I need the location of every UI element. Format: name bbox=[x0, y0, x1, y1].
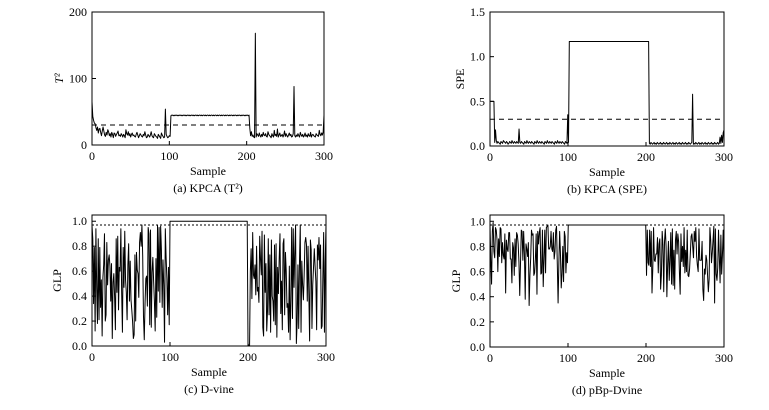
data-series-line bbox=[490, 40, 725, 145]
x-tick-label: 200 bbox=[239, 350, 257, 364]
chart-panel-2: 0 100 200 300 0.0 0.5 1.0 1.5 Sample SPE (b) KPCA … bbox=[453, 5, 733, 196]
x-tick-label: 300 bbox=[315, 149, 333, 163]
x-tick-label: 100 bbox=[161, 350, 179, 364]
x-tick-label: 200 bbox=[637, 351, 655, 365]
x-tick-label: 0 bbox=[487, 150, 493, 164]
x-axis-label: Sample bbox=[589, 366, 625, 380]
plot-frame bbox=[91, 214, 327, 347]
x-tick-label: 100 bbox=[559, 150, 577, 164]
y-tick-label: 0.6 bbox=[72, 264, 87, 278]
y-tick-label: 0 bbox=[81, 138, 87, 152]
y-tick-label: 0.4 bbox=[72, 289, 87, 303]
panel-caption: (a) KPCA (T²) bbox=[173, 181, 243, 195]
y-axis-label: GLP bbox=[449, 269, 463, 292]
y-tick-label: 100 bbox=[69, 72, 87, 86]
y-tick-label: 1.5 bbox=[470, 5, 485, 19]
x-tick-label: 200 bbox=[637, 150, 655, 164]
y-tick-label: 0.0 bbox=[72, 339, 87, 353]
x-tick-label: 0 bbox=[89, 350, 95, 364]
x-tick-label: 300 bbox=[715, 351, 733, 365]
y-tick-label: 1.0 bbox=[470, 50, 485, 64]
x-axis-label: Sample bbox=[589, 165, 625, 179]
panel-caption: (c) D-vine bbox=[184, 382, 234, 396]
chart-panel-3: 0 100 200 300 0.0 0.2 0.4 0.6 0.8 1.0 Sample GLP (c)… bbox=[50, 214, 335, 396]
chart-panel-4: 0 100 200 300 0.0 0.2 0.4 0.6 0.8 1.0 Sample GLP (d)… bbox=[449, 214, 733, 397]
data-series-line bbox=[91, 220, 327, 347]
x-tick-label: 0 bbox=[89, 149, 95, 163]
y-tick-label: 0.4 bbox=[470, 290, 485, 304]
x-tick-label: 300 bbox=[715, 150, 733, 164]
y-tick-label: 0.2 bbox=[470, 315, 485, 329]
y-axis-label: T² bbox=[52, 73, 66, 84]
plot-frame bbox=[489, 11, 725, 147]
x-tick-label: 300 bbox=[317, 350, 335, 364]
data-series-line bbox=[489, 222, 725, 307]
x-axis-label: Sample bbox=[191, 365, 227, 379]
plot-frame bbox=[489, 214, 725, 348]
y-tick-label: 0.5 bbox=[470, 94, 485, 108]
x-axis-label: Sample bbox=[190, 164, 226, 178]
y-tick-label: 0.2 bbox=[72, 314, 87, 328]
y-tick-label: 0.0 bbox=[470, 139, 485, 153]
x-tick-label: 100 bbox=[160, 149, 178, 163]
panel-caption: (b) KPCA (SPE) bbox=[567, 182, 647, 196]
y-axis-label: GLP bbox=[50, 269, 64, 292]
data-series-line bbox=[91, 32, 325, 139]
panel-caption: (d) pBp-Dvine bbox=[572, 383, 642, 397]
x-tick-label: 100 bbox=[559, 351, 577, 365]
y-tick-label: 0.8 bbox=[470, 239, 485, 253]
y-tick-label: 0.0 bbox=[470, 340, 485, 354]
y-tick-label: 0.6 bbox=[470, 265, 485, 279]
y-tick-label: 1.0 bbox=[470, 214, 485, 228]
x-tick-label: 0 bbox=[487, 351, 493, 365]
x-tick-label: 200 bbox=[238, 149, 256, 163]
plot-frame bbox=[91, 11, 325, 146]
y-tick-label: 0.8 bbox=[72, 239, 87, 253]
y-tick-label: 200 bbox=[69, 5, 87, 19]
y-tick-label: 1.0 bbox=[72, 214, 87, 228]
y-axis-label: SPE bbox=[453, 69, 467, 90]
chart-panel-1: 0 100 200 300 0 100 200 Sample T² (a) KPCA (T²) bbox=[52, 5, 333, 195]
